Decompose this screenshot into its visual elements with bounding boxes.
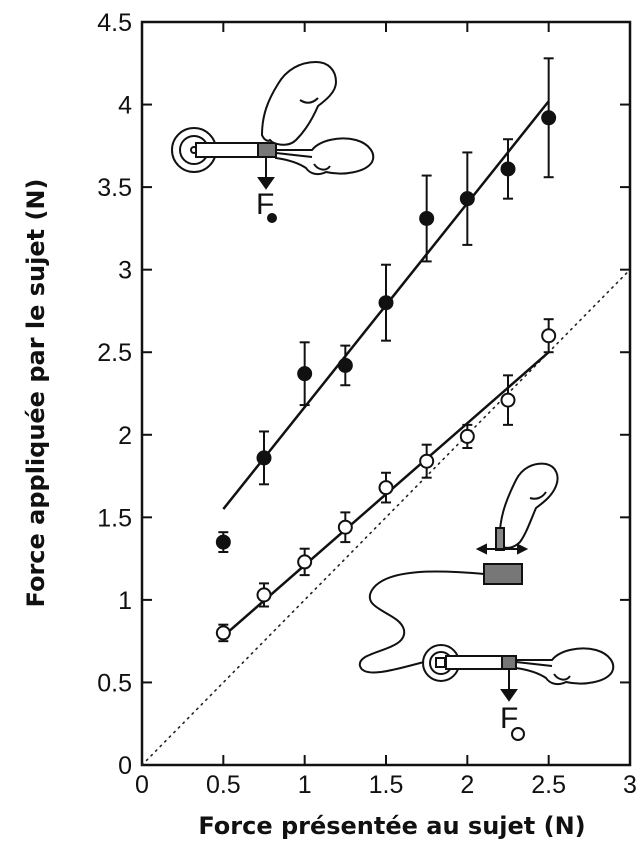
data-point-filled — [541, 110, 557, 126]
x-axis-title: Force présentée au sujet (N) — [198, 812, 585, 840]
force-label-bottom-marker — [511, 727, 525, 741]
data-point-open — [541, 328, 557, 344]
data-point-open — [215, 625, 231, 641]
arrow-head-icon — [257, 177, 275, 190]
master-device-icon — [483, 563, 523, 585]
arrow-head-icon-bottom — [500, 689, 518, 702]
force-label-bottom: F — [500, 702, 518, 735]
axis-ticks — [141, 21, 631, 766]
x-tick-label: 0 — [135, 771, 149, 799]
force-label-top-marker — [267, 213, 277, 223]
data-point-open — [337, 519, 353, 535]
apparatus-illustration-bottom — [358, 462, 615, 702]
y-tick-label: 1.5 — [97, 504, 132, 532]
data-point-filled — [419, 210, 435, 226]
data-point-open — [297, 554, 313, 570]
y-tick-labels: 0 0.5 1 1.5 2 2.5 3 3.5 4 4.5 — [97, 9, 132, 780]
data-point-filled — [215, 534, 231, 550]
data-point-filled — [256, 450, 272, 466]
y-tick-label: 3.5 — [97, 174, 132, 202]
y-tick-label: 2 — [118, 422, 132, 450]
pressing-hand-icon — [260, 60, 338, 146]
lateral-arrow-left-head-icon — [475, 543, 487, 555]
x-tick-label: 1.5 — [369, 771, 404, 799]
stylus-icon — [275, 152, 313, 158]
data-point-open — [459, 428, 475, 444]
plot-frame — [140, 20, 632, 767]
data-point-open — [378, 480, 394, 496]
x-tick-label: 0.5 — [206, 771, 241, 799]
data-point-filled — [500, 161, 516, 177]
apparatus-illustration-top — [171, 60, 375, 190]
force-sensor-icon — [257, 142, 277, 158]
pressing-hand-icon-bottom — [498, 462, 559, 549]
joystick-handle-icon — [495, 527, 505, 551]
identity-reference-line — [141, 268, 631, 766]
data-point-open — [419, 453, 435, 469]
fit-lines — [222, 100, 550, 638]
y-axis-title: Force appliquée par le sujet (N) — [22, 179, 50, 608]
cable-icon — [358, 570, 485, 674]
data-point-filled — [337, 357, 353, 373]
y-tick-label: 0.5 — [97, 669, 132, 697]
y-tick-label: 0 — [118, 752, 132, 780]
data-point-filled — [378, 295, 394, 311]
x-tick-label: 2 — [460, 771, 474, 799]
pulley-axle-icon-bottom — [435, 657, 446, 668]
data-point-open — [500, 392, 516, 408]
holding-hand-icon — [275, 137, 375, 176]
x-tick-label: 3 — [623, 771, 637, 799]
data-points — [215, 110, 557, 641]
stylus-icon-bottom — [515, 661, 553, 667]
y-tick-label: 2.5 — [97, 339, 132, 367]
y-tick-label: 3 — [118, 257, 132, 285]
x-tick-label: 2.5 — [531, 771, 566, 799]
y-tick-label: 4.5 — [97, 9, 132, 37]
y-tick-label: 1 — [118, 587, 132, 615]
force-label-top: F — [256, 188, 274, 221]
x-tick-labels: 0 0.5 1 1.5 2 2.5 3 — [135, 771, 637, 799]
data-point-filled — [459, 191, 475, 207]
lateral-arrow-right-head-icon — [517, 543, 529, 555]
x-tick-label: 1 — [298, 771, 312, 799]
data-point-filled — [297, 366, 313, 382]
y-tick-label: 4 — [118, 92, 132, 120]
data-point-open — [256, 587, 272, 603]
holding-hand-icon-bottom — [515, 647, 615, 686]
force-sensor-icon-bottom — [501, 655, 517, 670]
